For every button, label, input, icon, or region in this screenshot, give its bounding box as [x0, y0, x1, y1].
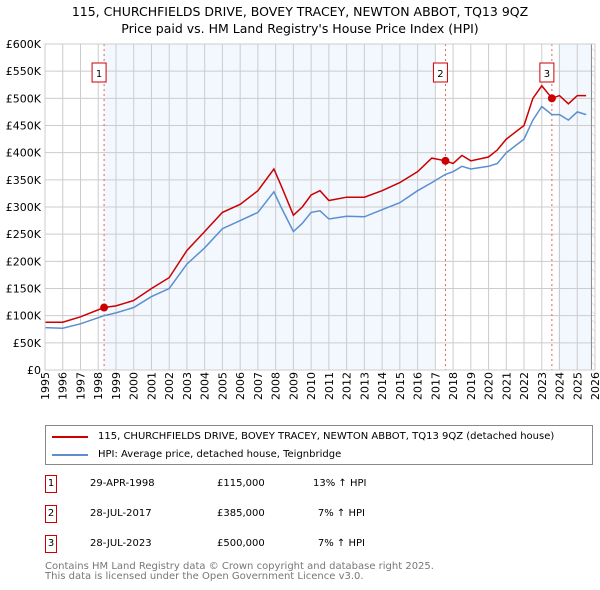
y-tick-label: £50K — [13, 337, 42, 350]
x-tick-label: 2016 — [412, 372, 425, 400]
sale-point — [100, 303, 109, 312]
plot-border — [44, 43, 596, 371]
sale-label-box — [539, 62, 555, 83]
y-tick-label: £150K — [6, 283, 42, 296]
x-tick-label: 2018 — [447, 372, 460, 400]
x-tick-label: 2007 — [252, 372, 265, 400]
x-tick-label: 2023 — [536, 372, 549, 400]
sale-marker-label: 1 — [45, 475, 57, 493]
x-tick-label: 2025 — [571, 372, 584, 400]
footer-licence: This data is licensed under the Open Gov… — [45, 571, 364, 582]
plot-area: £0 £50K £100K £150K £200K £250K £300K £350K £400… — [6, 38, 600, 400]
x-tick-label: 1999 — [110, 372, 123, 400]
x-tick-label: 1997 — [74, 372, 87, 400]
x-tick-label: 2017 — [429, 372, 442, 400]
x-tick-label: 2010 — [305, 372, 318, 400]
y-tick-label: £500K — [6, 92, 42, 105]
x-tick-label: 2015 — [394, 372, 407, 400]
sale-date: 28-JUL-2017 — [90, 508, 152, 519]
property-price-line — [45, 84, 587, 323]
x-tick-label: 2000 — [128, 372, 141, 400]
sale-label: 3 — [544, 69, 550, 80]
x-tick-label: 2004 — [199, 372, 212, 400]
x-tick-label: 2020 — [483, 372, 496, 400]
y-tick-label: £350K — [6, 174, 42, 187]
footer: Contains HM Land Registry data © Crown c… — [45, 562, 434, 582]
y-tick-label: £550K — [6, 65, 42, 78]
hpi-line — [44, 105, 587, 329]
sale-hpi-diff: 7% ↑ HPI — [317, 538, 365, 549]
y-tick-label: £450K — [6, 120, 42, 133]
sale-point — [441, 156, 450, 165]
x-tick-label: 2019 — [465, 372, 478, 400]
y-tick-label: £100K — [6, 310, 42, 323]
sale-label: 2 — [437, 69, 443, 80]
x-tick-label: 2012 — [341, 372, 354, 400]
chart-subtitle: Price paid vs. HM Land Registry's House … — [121, 21, 479, 36]
y-tick-label: £0 — [27, 364, 41, 377]
sale-label-box — [91, 62, 107, 83]
sale-date: 29-APR-1998 — [90, 478, 155, 489]
x-tick-label: 2011 — [323, 372, 336, 400]
x-tick-label: 1998 — [92, 372, 105, 400]
x-tick-label: 2006 — [234, 372, 247, 400]
x-tick-label: 1995 — [39, 372, 52, 400]
y-tick-label: £300K — [6, 201, 42, 214]
footer-copyright: Contains HM Land Registry data © Crown c… — [45, 561, 434, 572]
sale-price: £385,000 — [217, 508, 265, 519]
x-tick-label: 2013 — [358, 372, 371, 400]
x-tick-label: 2026 — [589, 372, 600, 400]
x-tick-label: 2005 — [216, 372, 229, 400]
x-tick-label: 2002 — [163, 372, 176, 400]
legend-item-hpi: HPI: Average price, detached house, Teig… — [52, 449, 341, 460]
legend-swatch-red — [52, 435, 88, 438]
sale-label: 1 — [96, 69, 102, 80]
x-tick-label: 2009 — [287, 372, 300, 400]
legend-label: HPI: Average price, detached house, Teig… — [98, 449, 342, 460]
sale-label-box — [432, 62, 448, 83]
chart-title: 115, CHURCHFIELDS DRIVE, BOVEY TRACEY, N… — [71, 4, 529, 19]
x-tick-label: 1996 — [57, 372, 70, 400]
legend-item-property: 115, CHURCHFIELDS DRIVE, BOVEY TRACEY, N… — [52, 431, 554, 442]
x-tick-label: 2008 — [270, 372, 283, 400]
legend-label: 115, CHURCHFIELDS DRIVE, BOVEY TRACEY, N… — [98, 431, 555, 442]
sale-date: 28-JUL-2023 — [90, 538, 152, 549]
x-tick-label: 2024 — [554, 372, 567, 400]
y-tick-label: £200K — [6, 255, 42, 268]
sale-marker-label: 2 — [45, 505, 57, 523]
sale-marker-label: 3 — [45, 535, 57, 553]
sale-point — [547, 94, 556, 103]
legend: 115, CHURCHFIELDS DRIVE, BOVEY TRACEY, N… — [45, 425, 593, 465]
x-tick-label: 2021 — [500, 372, 513, 400]
x-tick-label: 2003 — [181, 372, 194, 400]
y-tick-label: £400K — [6, 147, 42, 160]
x-tick-label: 2001 — [145, 372, 158, 400]
x-tick-label: 2014 — [376, 372, 389, 400]
legend-swatch-blue — [52, 453, 88, 456]
sale-price: £115,000 — [217, 478, 265, 489]
x-tick-label: 2022 — [518, 372, 531, 400]
sale-hpi-diff: 13% ↑ HPI — [313, 478, 367, 489]
sale-hpi-diff: 7% ↑ HPI — [317, 508, 365, 519]
y-tick-label: £600K — [6, 38, 42, 51]
y-tick-label: £250K — [6, 228, 42, 241]
sale-price: £500,000 — [217, 538, 265, 549]
